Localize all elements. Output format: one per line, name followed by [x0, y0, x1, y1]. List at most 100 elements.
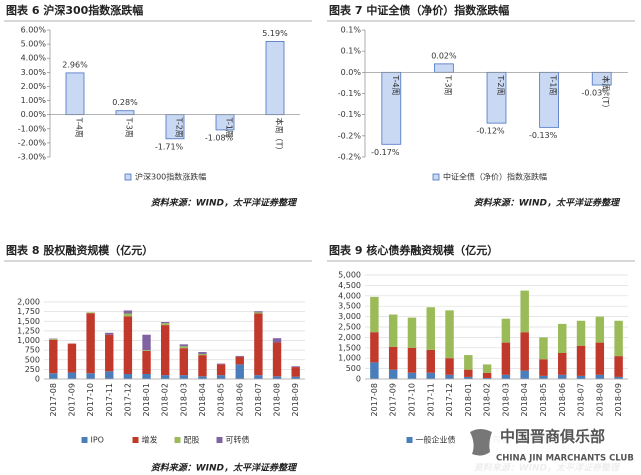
y-tick-label: -1.00%: [18, 124, 47, 133]
x-tick-label: 2018-07: [577, 383, 586, 416]
bar-segment: [482, 372, 492, 378]
x-tick-label: 2018-05: [539, 383, 548, 416]
y-tick-label: 0: [35, 375, 40, 384]
bar-segment: [388, 369, 398, 379]
legend-label: 配股: [184, 436, 200, 445]
legend-swatch: [406, 437, 413, 443]
y-tick-label: 0.1%: [341, 47, 362, 56]
bar-segment: [388, 314, 398, 347]
bar-segment: [105, 332, 114, 335]
y-tick-label: 3,500: [338, 302, 361, 311]
bar-segment: [254, 375, 263, 379]
bar-segment: [370, 296, 379, 333]
chart-title: 图表 7 中证全债（净价）指数涨跌幅: [329, 3, 509, 17]
bar-segment: [595, 374, 605, 379]
x-tick-label: T-2周: [175, 117, 184, 138]
data-label: -0.03%: [582, 89, 611, 98]
bar-segment: [67, 372, 77, 379]
y-tick-label: 1,750: [17, 307, 40, 316]
bar-segment: [595, 316, 605, 343]
y-tick-label: 4.00%: [21, 54, 47, 63]
bar-segment: [86, 373, 95, 379]
y-tick-label: 1,250: [17, 326, 40, 335]
y-tick-label: 250: [25, 365, 40, 374]
y-tick-label: 0: [356, 375, 361, 384]
y-tick-label: 5,000: [338, 271, 361, 280]
bar-segment: [160, 322, 170, 324]
y-tick-label: 3.00%: [21, 68, 47, 77]
bar-segment: [198, 355, 207, 377]
x-tick-label: T-3周: [443, 74, 452, 95]
legend-swatch: [81, 437, 88, 443]
y-tick-label: 750: [25, 346, 40, 355]
bar-segment: [407, 372, 417, 379]
bar-segment: [388, 346, 398, 370]
y-tick-label: 1,500: [338, 343, 361, 352]
bar-segment: [558, 323, 567, 353]
x-tick-label: 2018-01: [142, 383, 151, 416]
bar-segment: [160, 323, 170, 326]
x-tick-label: T-1周: [225, 117, 234, 138]
bar-segment: [482, 377, 492, 379]
bar-segment: [123, 310, 133, 314]
legend-label: 可转债: [226, 435, 250, 445]
x-tick-label: T-4周: [75, 117, 84, 138]
bar-segment: [614, 356, 623, 377]
x-tick-label: T-1周: [549, 74, 558, 95]
bar-segment: [179, 375, 189, 379]
bar-segment: [291, 367, 300, 377]
bar-segment: [576, 375, 586, 379]
legend-swatch: [124, 173, 132, 181]
y-tick-label: 1,000: [338, 354, 361, 363]
bar-segment: [407, 317, 417, 348]
chart-title: 图表 8 股权融资规模（亿元）: [6, 243, 153, 257]
bar-segment: [235, 355, 244, 357]
bar-segment: [235, 356, 244, 365]
bar-segment: [105, 371, 114, 379]
bar-segment: [426, 307, 435, 350]
x-tick-label: T-3周: [125, 117, 134, 138]
bar-segment: [426, 372, 435, 379]
x-tick-label: 2018-06: [558, 383, 567, 416]
x-tick-label: 2017-11: [105, 383, 114, 416]
bar-segment: [142, 373, 151, 379]
bar-segment: [501, 374, 511, 379]
y-tick-label: -0.2%: [338, 131, 362, 140]
x-tick-label: 2017-10: [407, 383, 416, 416]
bar-segment: [235, 364, 244, 379]
bar-segment: [291, 376, 300, 379]
bar-segment: [179, 344, 189, 347]
bar-segment: [272, 338, 282, 343]
bar-segment: [105, 334, 114, 372]
bar-segment: [464, 369, 473, 377]
y-tick-label: 6.00%: [21, 26, 47, 35]
y-tick-label: 500: [25, 355, 40, 364]
bar-segment: [520, 290, 529, 333]
x-tick-label: 2018-01: [464, 383, 473, 416]
bar-segment: [520, 332, 529, 371]
y-tick-label: -0.1%: [338, 89, 362, 98]
legend-label: 沪深300指数涨跌幅: [135, 172, 206, 182]
data-label: 0.28%: [112, 98, 138, 107]
bar-segment: [49, 339, 58, 374]
x-tick-label: 2018-04: [198, 383, 207, 416]
bar-segment: [426, 349, 435, 373]
y-tick-label: 0.00%: [21, 110, 47, 119]
data-label: 2.96%: [62, 60, 88, 69]
source-note: 资料来源：WIND，太平洋证券整理: [151, 198, 298, 209]
x-tick-label: 2018-05: [217, 383, 226, 416]
bar: [265, 41, 285, 116]
x-tick-label: 2018-09: [614, 383, 623, 416]
y-tick-label: -2.00%: [18, 138, 47, 147]
y-tick-label: 0.0%: [341, 68, 362, 77]
bar-segment: [142, 334, 151, 351]
watermark-subtitle: CHINA JIN MARCHANTS CLUB: [496, 454, 634, 464]
data-label: -0.12%: [476, 127, 505, 136]
y-tick-label: 500: [346, 364, 361, 373]
legend-swatch: [432, 173, 440, 181]
legend-label: 中证全债（净价）指数涨跌幅: [443, 172, 547, 182]
bar: [115, 110, 135, 116]
bar-segment: [595, 342, 605, 375]
x-tick-label: 2018-03: [179, 383, 188, 416]
